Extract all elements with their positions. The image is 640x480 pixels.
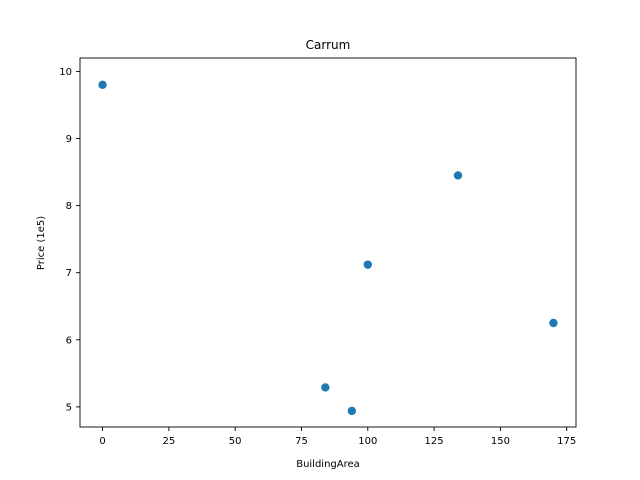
y-tick-label-1: 6: [66, 335, 72, 346]
y-tick-label-0: 5: [66, 402, 72, 413]
y-axis-label: Price (1e5): [36, 216, 47, 270]
y-tick-label-3: 8: [66, 201, 72, 212]
plot-area: [98, 80, 558, 416]
y-tick-label-5: 10: [59, 67, 72, 78]
x-axis-label: BuildingArea: [296, 459, 360, 470]
y-tick-label-4: 9: [66, 134, 72, 145]
axes-frame: [79, 57, 577, 428]
x-tick-label-3: 75: [295, 436, 308, 447]
data-point-0: [98, 80, 107, 90]
x-tick-label-6: 150: [491, 436, 510, 447]
x-tick-label-7: 175: [557, 436, 576, 447]
x-tick-label-0: 0: [99, 436, 105, 447]
data-point-5: [347, 406, 357, 416]
y-tick-label-2: 7: [66, 268, 72, 279]
x-tick-label-2: 50: [229, 436, 242, 447]
x-tick-label-1: 25: [162, 436, 175, 447]
x-tick-label-4: 100: [358, 436, 377, 447]
data-point-3: [549, 318, 558, 328]
chart-title: Carrum: [306, 38, 351, 52]
data-point-4: [321, 383, 330, 392]
axes: 0 25 50 75 100 125 150 175 5 6 7 8 9 10: [59, 57, 577, 447]
data-point-1: [453, 171, 463, 180]
x-tick-label-5: 125: [425, 436, 444, 447]
data-point-2: [363, 260, 372, 269]
